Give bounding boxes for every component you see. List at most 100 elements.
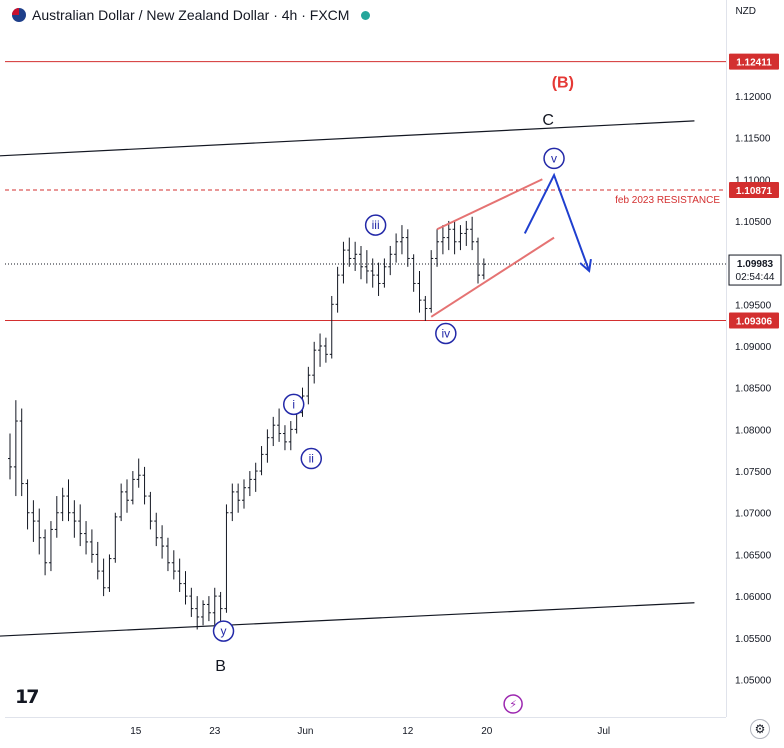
candle — [359, 245, 363, 280]
candle — [201, 600, 206, 626]
candle — [43, 529, 48, 576]
candle — [136, 458, 141, 488]
time-tick-label: Jul — [597, 726, 610, 737]
candle — [54, 496, 59, 538]
candle — [347, 237, 352, 267]
price-tick-label: 1.11000 — [735, 175, 771, 186]
candle — [423, 295, 428, 321]
price-tick-label: 1.09500 — [735, 300, 772, 311]
candle — [364, 250, 369, 284]
wave-circle — [435, 322, 457, 345]
candle — [329, 295, 334, 359]
level-1.09306-badge — [729, 312, 779, 329]
candle — [394, 233, 399, 263]
plot-background — [5, 0, 726, 717]
candle — [154, 512, 159, 547]
chart-header: Australian Dollar / New Zealand Dollar ·… — [12, 5, 371, 25]
wave-label: ii — [309, 452, 314, 466]
candles — [8, 216, 486, 630]
price-tick-label: 1.12000 — [735, 92, 772, 103]
chart-title: Australian Dollar / New Zealand Dollar ·… — [32, 7, 350, 23]
candle — [60, 487, 65, 522]
candle — [247, 471, 252, 497]
level-1.12411-badge — [729, 53, 779, 70]
currency-label[interactable]: NZD — [735, 6, 756, 17]
candle — [130, 471, 135, 505]
level-1.12411-badge-label: 1.12411 — [736, 58, 772, 69]
candle — [481, 258, 486, 280]
gear-icon[interactable]: ⚙ — [750, 719, 770, 739]
wave-label: v — [551, 151, 557, 165]
time-tick-label: 12 — [402, 726, 414, 737]
candle — [399, 225, 404, 255]
candle — [458, 225, 463, 251]
candle — [265, 429, 270, 463]
time-tick-label: 15 — [130, 726, 142, 737]
candle — [19, 408, 24, 497]
candle — [405, 229, 410, 267]
candle — [464, 220, 469, 246]
currency-flag-icon — [12, 8, 26, 22]
time-tick-label: 20 — [481, 726, 493, 737]
projection-path — [523, 172, 591, 272]
candle — [335, 266, 340, 313]
candle — [282, 425, 287, 451]
price-tick-label: 1.11500 — [735, 134, 771, 145]
wave-label: C — [542, 112, 554, 129]
candle — [277, 408, 282, 442]
candle — [417, 270, 422, 313]
candle — [212, 587, 217, 626]
candle — [206, 596, 211, 622]
candle — [288, 421, 293, 451]
price-tick-label: 1.07500 — [735, 467, 772, 478]
wave-label: i — [292, 397, 295, 411]
candle — [101, 558, 106, 597]
price-tick-label: 1.08500 — [735, 384, 772, 395]
level-1.10871-badge — [729, 182, 779, 199]
lightning-icon — [503, 694, 523, 714]
current-price-badge — [728, 254, 782, 286]
candle — [84, 521, 89, 555]
candle — [259, 446, 264, 476]
wedge-lines — [430, 178, 555, 318]
wave-label: iii — [372, 218, 380, 232]
wedge-lower-line — [430, 236, 555, 318]
candle — [446, 220, 451, 251]
candle — [388, 245, 393, 276]
candle — [142, 466, 147, 505]
tradingview-logo[interactable]: 17 — [15, 686, 39, 708]
candle — [160, 525, 165, 559]
candle — [89, 529, 94, 563]
current-price-label: 1.09983 — [737, 259, 774, 270]
channel-upper-line — [0, 120, 695, 157]
price-tick-label: 1.10500 — [735, 217, 772, 228]
price-tick-label: 1.07000 — [735, 509, 772, 520]
candle — [318, 333, 323, 367]
plot-area — [5, 0, 727, 718]
price-axis: 1.05000 1.05500 1.06000 1.06500 1.07000 1.075… — [728, 53, 782, 686]
candle — [353, 241, 358, 271]
candle — [107, 554, 112, 592]
candle — [148, 491, 153, 530]
wave-label: (B) — [552, 75, 574, 92]
price-tick-label: 1.08000 — [735, 425, 772, 436]
wave-circle — [364, 214, 387, 236]
candle — [230, 483, 235, 522]
time-axis: 15 23 Jun 12 20 Jul ⚡ — [130, 694, 610, 737]
wave-label: iv — [441, 326, 450, 340]
candle — [376, 262, 381, 296]
candle — [25, 479, 30, 530]
price-tick-label: 1.05500 — [735, 634, 772, 645]
level-1.10871-badge-label: 1.10871 — [736, 186, 773, 197]
candle — [435, 229, 440, 267]
candle — [224, 504, 229, 613]
candle — [72, 500, 77, 538]
price-tick-label: 1.06000 — [735, 592, 772, 603]
candle — [8, 433, 12, 480]
resistance-label: feb 2023 RESISTANCE — [615, 195, 720, 206]
candle — [183, 571, 188, 605]
candle — [440, 225, 445, 255]
